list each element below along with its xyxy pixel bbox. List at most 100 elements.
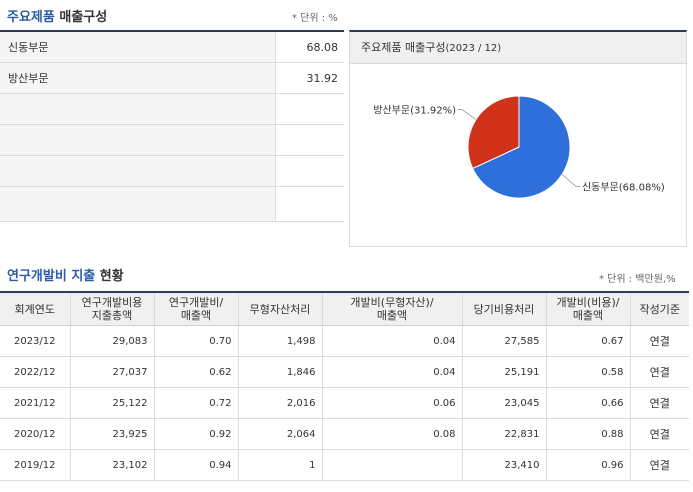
- rnd-value-cell: 0.04: [322, 325, 463, 357]
- product-name: [0, 124, 276, 156]
- chart-period: (2023 / 12): [445, 43, 502, 54]
- rnd-value-cell: 0.62: [154, 356, 239, 388]
- rnd-value-cell: 0.94: [154, 449, 239, 481]
- rnd-value-cell: 0.72: [154, 387, 239, 419]
- rnd-value-cell: 23,102: [70, 449, 155, 481]
- product-empty-row: [0, 186, 344, 222]
- rnd-value-cell: 1,498: [238, 325, 323, 357]
- rnd-header-0: 회계연도: [0, 291, 71, 326]
- rnd-value-cell: 1,846: [238, 356, 323, 388]
- rnd-header-text: 지출총액: [91, 309, 133, 322]
- rnd-basis-cell: 연결: [630, 356, 689, 388]
- pie-chart: 신동부문(68.08%) 방산부문(31.92%): [373, 95, 665, 199]
- product-share: 68.08: [275, 30, 344, 63]
- pie-leader-line: [561, 174, 580, 187]
- rnd-value-cell: 25,191: [462, 356, 547, 388]
- product-name: [0, 93, 276, 125]
- chart-title: 주요제품 매출구성: [361, 41, 446, 54]
- rnd-title-em: 연구개발비 지출: [7, 269, 96, 284]
- product-name: 방산부문: [0, 62, 276, 94]
- product-row: 신동부문 68.08: [0, 30, 344, 63]
- rnd-header-text: 매출액: [572, 309, 604, 322]
- rnd-row: 2019/12 23,102 0.94 1 23,410 0.96 연결: [0, 449, 689, 481]
- product-share: [275, 124, 344, 156]
- rnd-header-text: 무형자산처리: [249, 302, 311, 316]
- product-sales-table: 신동부문 68.08 방산부문 31.92: [0, 30, 344, 222]
- pie-label-1: 방산부문(31.92%): [373, 105, 456, 117]
- rnd-section-title: 연구개발비 지출 현황: [7, 265, 124, 284]
- rnd-value-cell: 23,045: [462, 387, 547, 419]
- rnd-year-cell: 2021/12: [0, 387, 71, 419]
- pie-label-0: 신동부문(68.08%): [582, 181, 665, 193]
- rnd-basis-cell: 연결: [630, 418, 689, 450]
- rnd-header-text: 매출액: [376, 309, 408, 322]
- rnd-header-3: 무형자산처리: [238, 291, 323, 326]
- rnd-value-cell: 23,410: [462, 449, 547, 481]
- rnd-value-cell: 0.70: [154, 325, 239, 357]
- pie-slice-0: [472, 95, 571, 199]
- rnd-header-text: 회계연도: [14, 302, 55, 316]
- product-name: [0, 155, 276, 187]
- products-title-em: 주요제품: [7, 10, 55, 25]
- rnd-value-cell: 25,122: [70, 387, 155, 419]
- product-empty-row: [0, 124, 344, 156]
- rnd-header-text: 매출액: [180, 309, 212, 322]
- rnd-row: 2020/12 23,925 0.92 2,064 0.08 22,831 0.88 연결: [0, 418, 689, 450]
- rnd-row: 2022/12 27,037 0.62 1,846 0.04 25,191 0.58 연결: [0, 356, 689, 388]
- rnd-value-cell: 0.58: [546, 356, 631, 388]
- rnd-basis-cell: 연결: [630, 449, 689, 481]
- rnd-basis-cell: 연결: [630, 325, 689, 357]
- rnd-year-cell: 2022/12: [0, 356, 71, 388]
- rnd-header-text: 당기비용처리: [473, 302, 535, 316]
- rnd-value-cell: 2,064: [238, 418, 323, 450]
- rnd-year-cell: 2019/12: [0, 449, 71, 481]
- rnd-header-text: 연구개발비용: [81, 296, 143, 309]
- rnd-header-7: 작성기준: [630, 291, 689, 326]
- rnd-year-cell: 2020/12: [0, 418, 71, 450]
- rnd-value-cell: 0.88: [546, 418, 631, 450]
- rnd-value-cell: 27,037: [70, 356, 155, 388]
- product-sales-chart-panel: 주요제품 매출구성(2023 / 12) 신동부문(68.08%) 방산부문(31…: [349, 30, 687, 247]
- rnd-value-cell: 22,831: [462, 418, 547, 450]
- rnd-header-text: 개발비(비용)/: [556, 296, 620, 309]
- rnd-year-cell: 2023/12: [0, 325, 71, 357]
- rnd-value-cell: 27,585: [462, 325, 547, 357]
- product-name: 신동부문: [0, 30, 276, 63]
- rnd-header-text: 작성기준: [639, 302, 680, 316]
- product-name: [0, 186, 276, 222]
- rnd-value-cell: [322, 449, 463, 481]
- product-share: [275, 186, 344, 222]
- rnd-value-cell: 2,016: [238, 387, 323, 419]
- product-row: 방산부문 31.92: [0, 62, 344, 94]
- rnd-value-cell: 1: [238, 449, 323, 481]
- product-empty-row: [0, 155, 344, 187]
- products-unit-label: * 단위 : %: [292, 13, 338, 24]
- rnd-unit-label: * 단위 : 백만원,%: [599, 274, 676, 285]
- rnd-value-cell: 29,083: [70, 325, 155, 357]
- rnd-value-cell: 0.06: [322, 387, 463, 419]
- rnd-header-6: 개발비(비용)/매출액: [546, 291, 631, 326]
- rnd-basis-cell: 연결: [630, 387, 689, 419]
- rnd-value-cell: 23,925: [70, 418, 155, 450]
- rnd-header-text: 개발비(무형자산)/: [350, 296, 434, 309]
- rnd-value-cell: 0.67: [546, 325, 631, 357]
- chart-header: 주요제품 매출구성(2023 / 12): [350, 32, 686, 64]
- pie-leader-line: [458, 109, 477, 120]
- rnd-header-4: 개발비(무형자산)/매출액: [322, 291, 463, 326]
- rnd-value-cell: 0.66: [546, 387, 631, 419]
- rnd-header-5: 당기비용처리: [462, 291, 547, 326]
- product-share: [275, 93, 344, 125]
- rnd-row: 2023/12 29,083 0.70 1,498 0.04 27,585 0.67 연결: [0, 325, 689, 357]
- rnd-header-2: 연구개발비/매출액: [154, 291, 239, 326]
- rnd-expense-table: 회계연도 연구개발비용 지출총액 연구개발비/매출액 무형자산처리 개발비(무형자산)/매…: [0, 291, 689, 481]
- rnd-header-text: 연구개발비/: [168, 296, 224, 309]
- rnd-value-cell: 0.08: [322, 418, 463, 450]
- rnd-value-cell: 0.04: [322, 356, 463, 388]
- product-share: 31.92: [275, 62, 344, 94]
- product-empty-row: [0, 93, 344, 125]
- product-share: [275, 155, 344, 187]
- products-title-rest: 매출구성: [54, 10, 108, 25]
- rnd-title-rest: 현황: [95, 269, 124, 284]
- rnd-value-cell: 0.92: [154, 418, 239, 450]
- rnd-value-cell: 0.96: [546, 449, 631, 481]
